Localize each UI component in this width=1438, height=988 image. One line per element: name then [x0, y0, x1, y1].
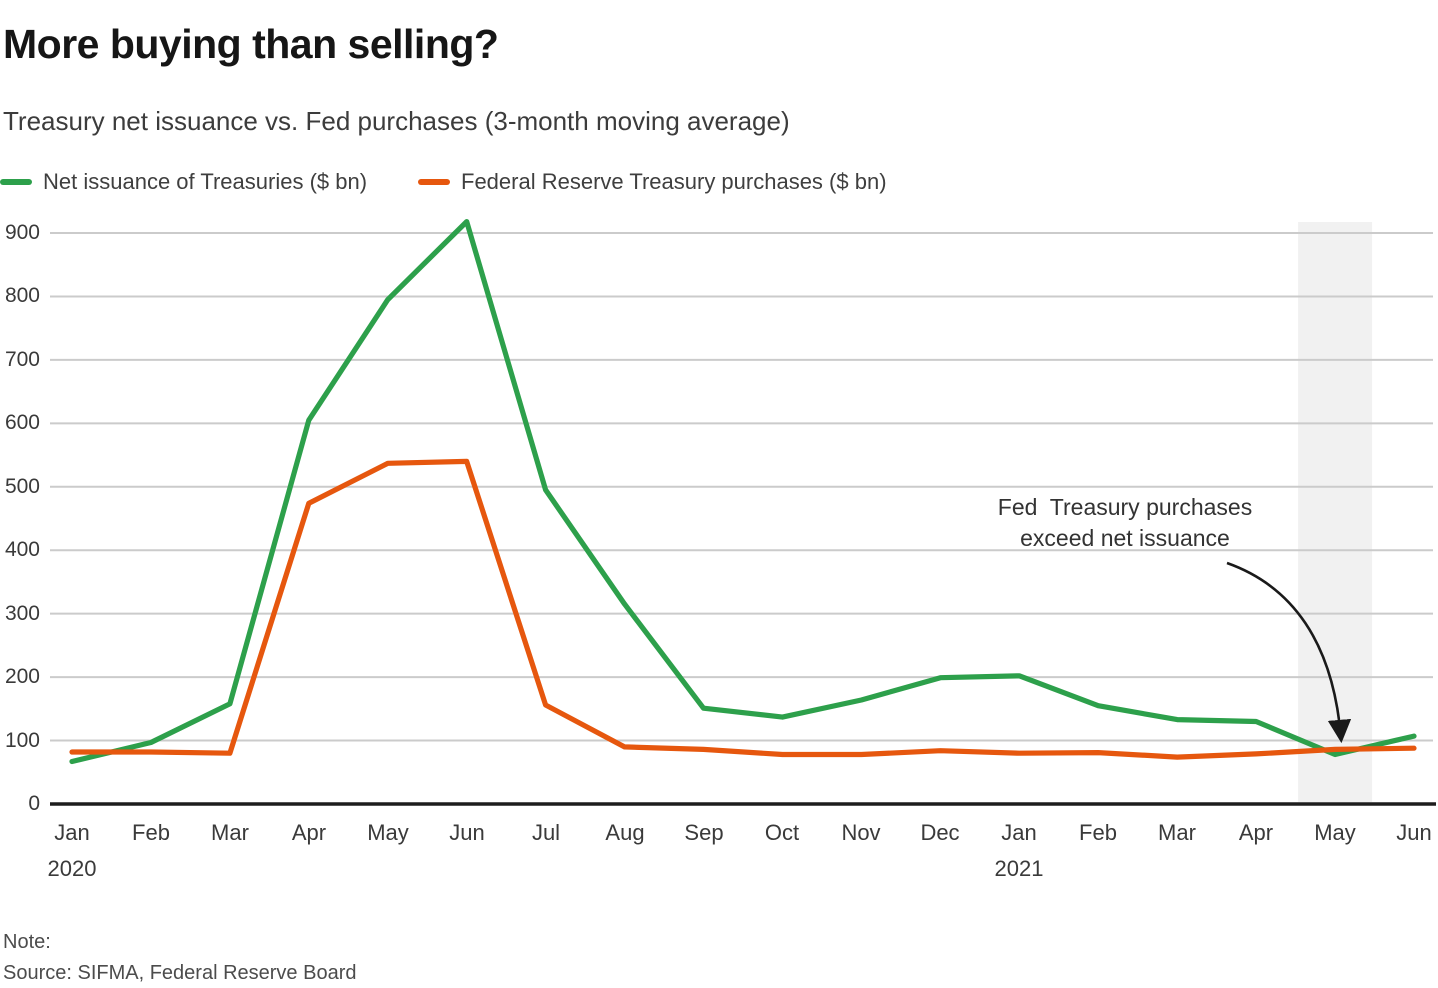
x-axis-label: Aug	[605, 820, 645, 845]
x-axis-label: Sep	[684, 820, 724, 845]
x-axis-label: Jun	[449, 820, 485, 845]
x-axis-label: Oct	[764, 820, 800, 845]
series-line-net-issuance	[69, 219, 1417, 765]
series-line-fed-purchases	[69, 458, 1417, 760]
x-axis-label: Jul	[531, 820, 561, 845]
y-axis-label: 0	[28, 792, 40, 815]
fed-purchases-swatch-icon	[418, 179, 450, 185]
y-axis-label: 800	[4, 284, 40, 307]
x-axis-label: Dec	[920, 820, 960, 845]
x-axis-year-label: 2020	[47, 856, 97, 881]
legend-label: Net issuance of Treasuries ($ bn)	[43, 169, 368, 194]
y-axis-label: 300	[4, 602, 40, 625]
y-axis-label: 200	[4, 665, 40, 688]
legend-label: Federal Reserve Treasury purchases ($ bn…	[461, 169, 887, 194]
x-axis-label: Mar	[1158, 820, 1196, 845]
x-axis-label: Feb	[1079, 820, 1117, 845]
x-axis-year-label: 2021	[994, 856, 1044, 881]
x-axis-label: Jan	[1001, 820, 1037, 845]
y-axis-label: 600	[4, 411, 40, 434]
source-line: Source: SIFMA, Federal Reserve Board	[3, 962, 357, 984]
highlight-band	[1298, 222, 1373, 802]
y-axis-label: 500	[4, 475, 40, 498]
chart-title: More buying than selling?	[3, 21, 499, 67]
chart-annotation: Fed Treasury purchases exceed net issuan…	[997, 494, 1253, 551]
y-axis-label: 400	[4, 538, 40, 561]
note-label: Note:	[3, 931, 51, 953]
legend-item-net-issuance: Net issuance of Treasuries ($ bn)	[0, 169, 367, 195]
x-axis-label: Feb	[132, 820, 170, 845]
y-axis-label: 700	[4, 348, 40, 371]
x-axis-label: Nov	[841, 820, 881, 845]
x-axis-label: Mar	[211, 820, 249, 845]
x-axis-label: Apr	[1238, 820, 1274, 845]
annotation-arrow	[1226, 561, 1352, 744]
y-axis-label: 100	[4, 729, 40, 752]
x-axis-label: May	[1314, 820, 1356, 845]
x-axis-label: Jan	[54, 820, 90, 845]
x-axis-label: May	[367, 820, 409, 845]
y-axis-label: 900	[4, 221, 40, 244]
x-axis-label: Jun	[1396, 820, 1432, 845]
net-issuance-swatch-icon	[0, 179, 32, 185]
chart-subtitle: Treasury net issuance vs. Fed purchases …	[3, 106, 790, 136]
legend-item-fed-purchases: Federal Reserve Treasury purchases ($ bn…	[418, 169, 887, 195]
x-axis-label: Apr	[291, 820, 327, 845]
